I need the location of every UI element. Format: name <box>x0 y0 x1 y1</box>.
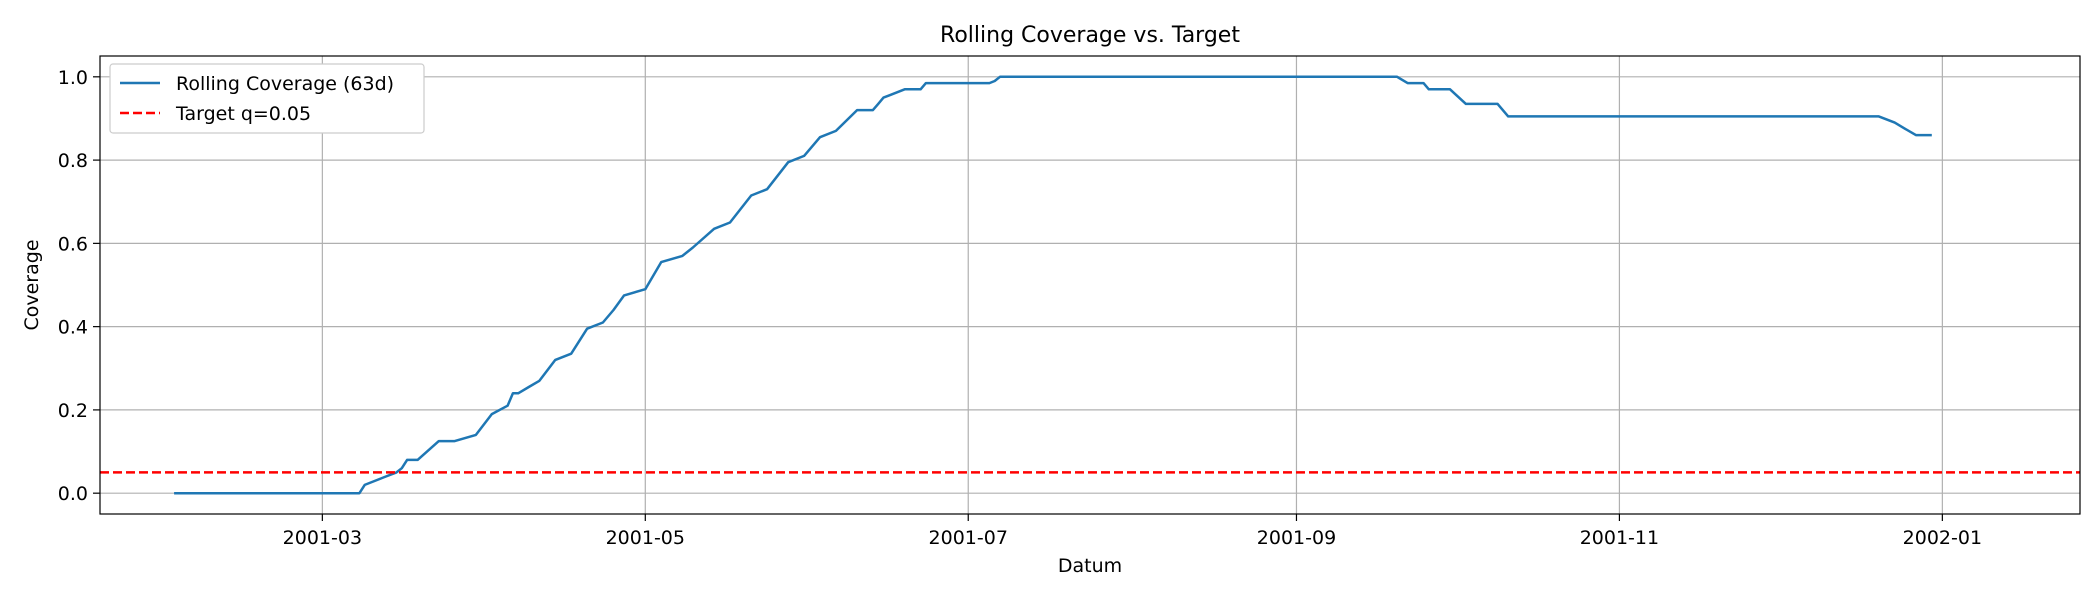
x-tick-label: 2001-09 <box>1257 527 1336 549</box>
x-tick-label: 2001-05 <box>606 527 685 549</box>
chart-title: Rolling Coverage vs. Target <box>940 23 1240 48</box>
legend-label-target: Target q=0.05 <box>175 103 311 125</box>
rolling-coverage-line <box>174 75 1932 495</box>
legend-box <box>109 63 425 134</box>
gridlines <box>100 56 2080 514</box>
axis-ticks: 2001-03 2001-05 2001-07 2001-09 2001-11 2002-… <box>58 67 1982 549</box>
x-tick-label: 2001-07 <box>929 527 1008 549</box>
x-axis-label: Datum <box>1058 555 1122 577</box>
y-tick-label: 1.0 <box>58 67 88 89</box>
y-tick-label: 0.0 <box>58 483 88 505</box>
y-tick-label: 0.2 <box>58 400 88 422</box>
x-tick-label: 2001-11 <box>1580 527 1659 549</box>
x-tick-label: 2001-03 <box>283 527 362 549</box>
y-axis-label: Coverage <box>21 239 43 330</box>
y-tick-label: 0.4 <box>58 317 88 339</box>
x-tick-label: 2002-01 <box>1903 527 1982 549</box>
series-layer <box>100 75 2080 495</box>
legend-label-rolling-coverage: Rolling Coverage (63d) <box>176 73 394 95</box>
legend: Rolling Coverage (63d) Target q=0.05 <box>109 63 425 134</box>
y-tick-label: 0.8 <box>58 150 88 172</box>
plot-frame <box>99 55 2081 515</box>
y-tick-label: 0.6 <box>58 233 88 255</box>
